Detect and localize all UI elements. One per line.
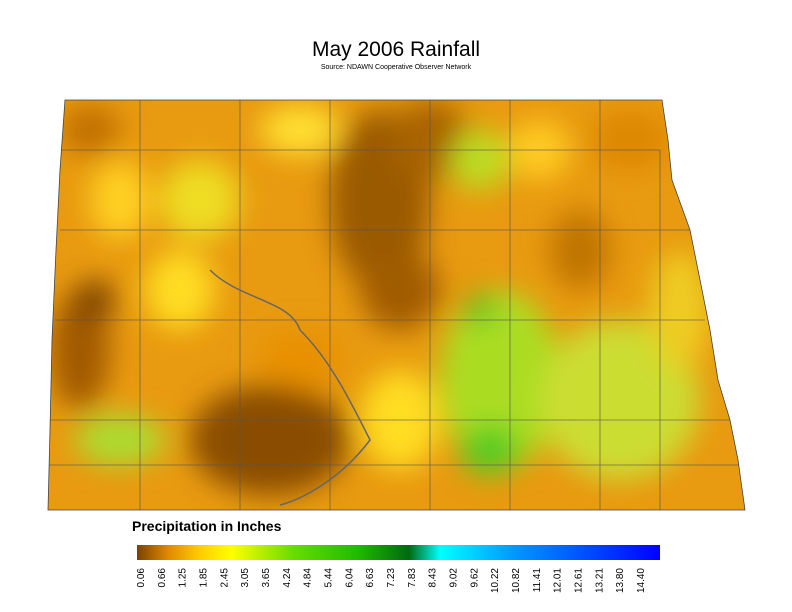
legend-tick-label: 12.61 [574,568,585,593]
legend-tick-label: 0.06 [136,568,147,588]
legend-tick-label: 5.44 [324,568,335,588]
legend-tick-label: 3.65 [261,568,272,588]
legend-tick-label: 10.82 [511,568,522,593]
legend-tick-label: 9.62 [469,568,480,588]
legend-ticks: 0.06 0.66 1.25 1.85 2.45 3.05 3.65 4.24 4.84 5.44… [136,568,647,593]
legend-tick-label: 10.22 [490,568,501,593]
rainfall-surface [48,100,745,510]
map-title: May 2006 Rainfall [312,38,480,61]
legend-tick-label: 13.21 [594,568,605,593]
legend-tick-label: 9.02 [449,568,460,588]
legend-tick-label: 2.45 [219,568,230,588]
legend-tick-label: 13.80 [615,568,626,593]
legend-tick-label: 11.41 [532,568,543,593]
legend-tick-label: 7.23 [386,568,397,588]
legend-colorbar [137,545,660,560]
legend-tick-label: 3.05 [240,568,251,588]
legend-tick-label: 4.24 [282,568,293,588]
legend-tick-label: 6.63 [365,568,376,588]
legend-tick-label: 0.66 [157,568,168,588]
legend-tick-label: 14.40 [636,568,647,593]
legend-title: Precipitation in Inches [132,518,282,534]
legend-tick-label: 4.84 [303,568,314,588]
legend-tick-label: 6.04 [344,568,355,588]
legend-tick-label: 1.25 [178,568,189,588]
legend-tick-label: 7.83 [407,568,418,588]
state-outline [47,99,746,511]
legend-tick-label: 12.01 [553,568,564,593]
legend-tick-label: 8.43 [428,568,439,588]
legend-tick-label: 1.85 [199,568,210,588]
map-source: Source: NDAWN Cooperative Observer Netwo… [321,64,472,71]
